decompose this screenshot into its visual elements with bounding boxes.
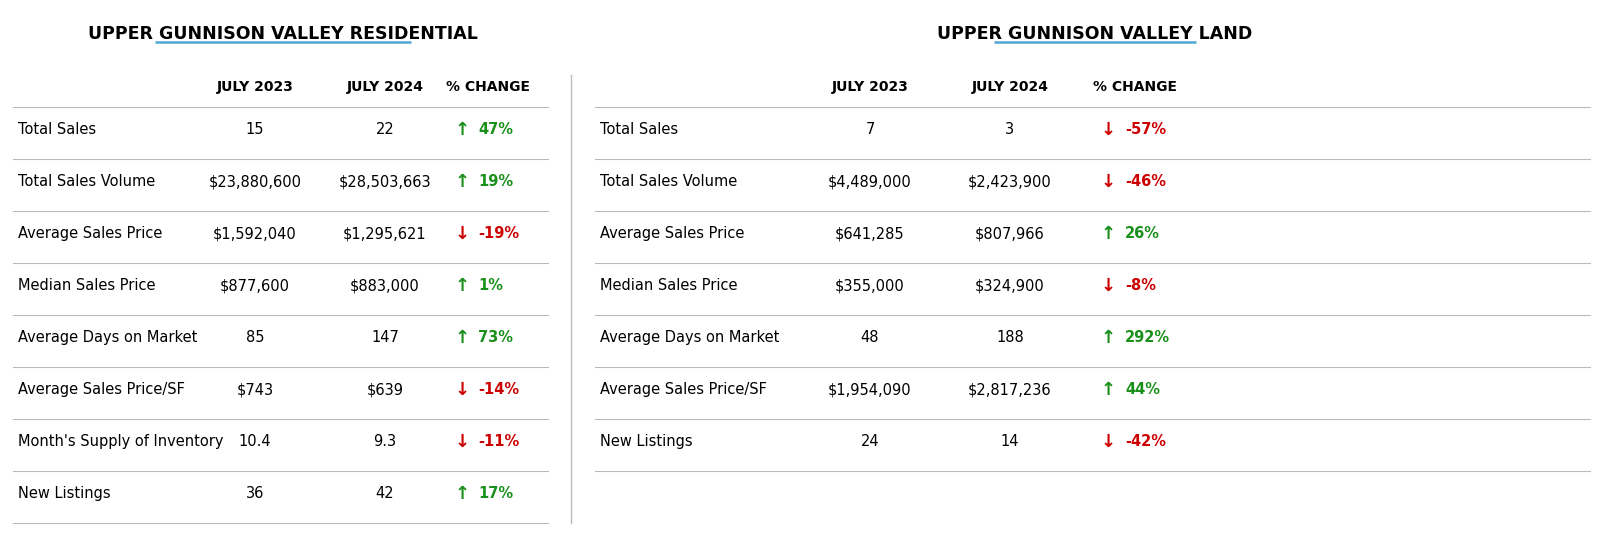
Text: Median Sales Price: Median Sales Price — [18, 278, 155, 293]
Text: $639: $639 — [366, 382, 403, 397]
Text: Average Sales Price: Average Sales Price — [600, 226, 744, 241]
Text: 44%: 44% — [1125, 382, 1160, 397]
Text: ↓: ↓ — [1101, 173, 1115, 191]
Text: % CHANGE: % CHANGE — [1093, 80, 1178, 94]
Text: ↑: ↑ — [454, 484, 469, 503]
Text: ↓: ↓ — [1101, 277, 1115, 295]
Text: $28,503,663: $28,503,663 — [339, 174, 432, 189]
Text: ↓: ↓ — [454, 433, 469, 450]
Text: -46%: -46% — [1125, 174, 1166, 189]
Text: ↑: ↑ — [1101, 328, 1115, 346]
Text: -57%: -57% — [1125, 122, 1166, 137]
Text: 22: 22 — [376, 122, 394, 137]
Text: 3: 3 — [1005, 122, 1014, 137]
Text: ↑: ↑ — [1101, 224, 1115, 243]
Text: $4,489,000: $4,489,000 — [829, 174, 912, 189]
Text: 7: 7 — [866, 122, 875, 137]
Text: UPPER GUNNISON VALLEY RESIDENTIAL: UPPER GUNNISON VALLEY RESIDENTIAL — [88, 25, 478, 43]
Text: ↓: ↓ — [454, 381, 469, 399]
Text: New Listings: New Listings — [600, 434, 693, 449]
Text: 10.4: 10.4 — [238, 434, 272, 449]
Text: Total Sales Volume: Total Sales Volume — [600, 174, 738, 189]
Text: Average Sales Price/SF: Average Sales Price/SF — [600, 382, 766, 397]
Text: ↑: ↑ — [454, 173, 469, 191]
Text: 188: 188 — [997, 330, 1024, 345]
Text: Total Sales Volume: Total Sales Volume — [18, 174, 155, 189]
Text: $877,600: $877,600 — [221, 278, 290, 293]
Text: 47%: 47% — [478, 122, 514, 137]
Text: 292%: 292% — [1125, 330, 1170, 345]
Text: ↑: ↑ — [1101, 381, 1115, 399]
Text: Median Sales Price: Median Sales Price — [600, 278, 738, 293]
Text: $743: $743 — [237, 382, 274, 397]
Text: $324,900: $324,900 — [974, 278, 1045, 293]
Text: $2,423,900: $2,423,900 — [968, 174, 1051, 189]
Text: ↓: ↓ — [454, 224, 469, 243]
Text: Average Sales Price/SF: Average Sales Price/SF — [18, 382, 186, 397]
Text: ↓: ↓ — [1101, 120, 1115, 139]
Text: Average Days on Market: Average Days on Market — [18, 330, 197, 345]
Text: -14%: -14% — [478, 382, 518, 397]
Text: $1,954,090: $1,954,090 — [829, 382, 912, 397]
Text: Total Sales: Total Sales — [18, 122, 96, 137]
Text: 19%: 19% — [478, 174, 514, 189]
Text: JULY 2023: JULY 2023 — [832, 80, 909, 94]
Text: $641,285: $641,285 — [835, 226, 906, 241]
Text: $355,000: $355,000 — [835, 278, 906, 293]
Text: 26%: 26% — [1125, 226, 1160, 241]
Text: -8%: -8% — [1125, 278, 1155, 293]
Text: -19%: -19% — [478, 226, 518, 241]
Text: 85: 85 — [246, 330, 264, 345]
Text: -42%: -42% — [1125, 434, 1166, 449]
Text: % CHANGE: % CHANGE — [446, 80, 530, 94]
Text: 42: 42 — [376, 486, 394, 501]
Text: 17%: 17% — [478, 486, 514, 501]
Text: Month's Supply of Inventory: Month's Supply of Inventory — [18, 434, 224, 449]
Text: $1,592,040: $1,592,040 — [213, 226, 298, 241]
Text: ↓: ↓ — [1101, 433, 1115, 450]
Text: 14: 14 — [1000, 434, 1019, 449]
Text: -11%: -11% — [478, 434, 520, 449]
Text: 73%: 73% — [478, 330, 514, 345]
Text: ↑: ↑ — [454, 277, 469, 295]
Text: $23,880,600: $23,880,600 — [208, 174, 301, 189]
Text: 36: 36 — [246, 486, 264, 501]
Text: JULY 2023: JULY 2023 — [216, 80, 293, 94]
Text: UPPER GUNNISON VALLEY LAND: UPPER GUNNISON VALLEY LAND — [938, 25, 1253, 43]
Text: New Listings: New Listings — [18, 486, 110, 501]
Text: 9.3: 9.3 — [373, 434, 397, 449]
Text: Average Days on Market: Average Days on Market — [600, 330, 779, 345]
Text: JULY 2024: JULY 2024 — [971, 80, 1048, 94]
Text: Total Sales: Total Sales — [600, 122, 678, 137]
Text: $2,817,236: $2,817,236 — [968, 382, 1051, 397]
Text: 24: 24 — [861, 434, 880, 449]
Text: 15: 15 — [246, 122, 264, 137]
Text: ↑: ↑ — [454, 328, 469, 346]
Text: JULY 2024: JULY 2024 — [347, 80, 424, 94]
Text: 48: 48 — [861, 330, 880, 345]
Text: $1,295,621: $1,295,621 — [342, 226, 427, 241]
Text: Average Sales Price: Average Sales Price — [18, 226, 162, 241]
Text: $807,966: $807,966 — [974, 226, 1045, 241]
Text: 147: 147 — [371, 330, 398, 345]
Text: 1%: 1% — [478, 278, 502, 293]
Text: ↑: ↑ — [454, 120, 469, 139]
Text: $883,000: $883,000 — [350, 278, 419, 293]
